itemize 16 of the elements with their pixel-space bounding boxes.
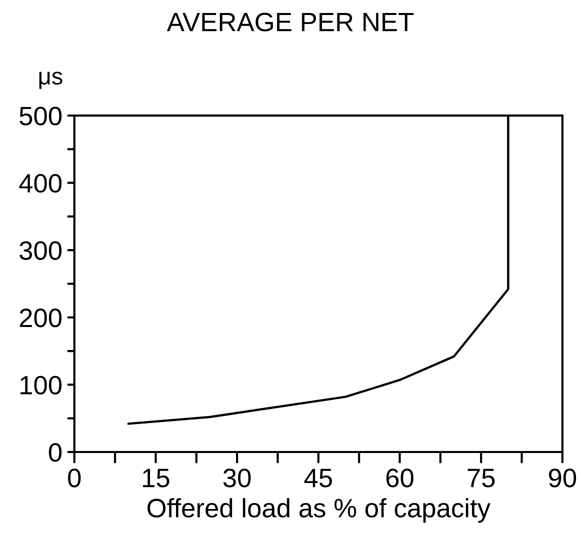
x-tick-label: 90 bbox=[548, 468, 576, 488]
x-tick-label: 30 bbox=[223, 468, 251, 488]
y-tick-label: 500 bbox=[20, 106, 62, 126]
y-axis-title: μs bbox=[39, 72, 62, 89]
y-tick-label: 0 bbox=[48, 443, 62, 462]
chart-title: AVERAGE PER NET bbox=[166, 12, 414, 32]
x-tick-label: 45 bbox=[304, 468, 332, 488]
y-tick-label: 400 bbox=[19, 174, 62, 193]
x-axis-title: Offered load as % of capacity bbox=[148, 498, 490, 523]
y-tick-label: 100 bbox=[20, 376, 62, 395]
y-tick-label: 300 bbox=[20, 241, 62, 260]
x-tick-label: 0 bbox=[68, 468, 81, 488]
y-tick-label: 200 bbox=[20, 308, 62, 328]
x-tick-label: 60 bbox=[386, 468, 414, 488]
x-tick-label: 15 bbox=[143, 468, 170, 488]
x-tick-label: 75 bbox=[468, 468, 495, 488]
